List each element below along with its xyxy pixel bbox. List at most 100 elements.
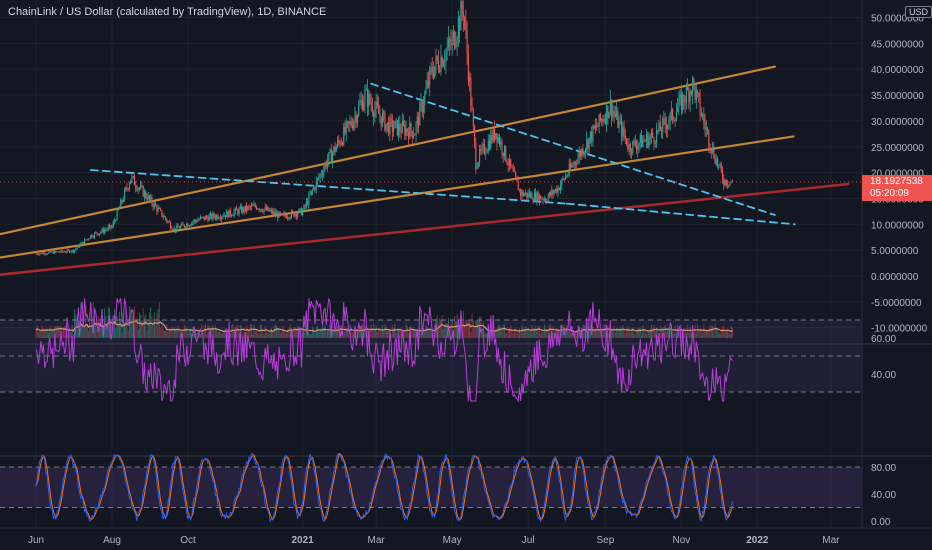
candle-body bbox=[254, 204, 256, 207]
candle-body bbox=[475, 142, 477, 169]
volume-bar bbox=[516, 332, 518, 338]
candle-body bbox=[490, 134, 492, 149]
volume-bar bbox=[669, 326, 671, 338]
volume-bar bbox=[379, 328, 381, 338]
volume-bar bbox=[561, 330, 563, 338]
candle-body bbox=[300, 208, 302, 216]
volume-bar bbox=[527, 328, 529, 338]
time-axis-tick: Mar bbox=[822, 535, 840, 546]
candle-body bbox=[436, 56, 438, 61]
volume-bar bbox=[212, 325, 214, 338]
volume-bar bbox=[508, 328, 511, 338]
volume-bar bbox=[445, 323, 447, 338]
volume-bar bbox=[546, 329, 548, 338]
candle-body bbox=[723, 179, 725, 185]
volume-bar bbox=[197, 330, 199, 338]
candle-body bbox=[657, 129, 659, 132]
volume-bar bbox=[258, 333, 260, 338]
volume-bar bbox=[61, 330, 63, 338]
candle-body bbox=[151, 196, 153, 204]
candle-body bbox=[97, 233, 99, 235]
volume-bar bbox=[576, 330, 578, 338]
volume-bar bbox=[542, 332, 544, 338]
volume-bar bbox=[270, 327, 273, 338]
candle-body bbox=[420, 101, 422, 105]
time-axis-tick: Mar bbox=[368, 535, 386, 546]
candle-body bbox=[383, 112, 385, 115]
candle-body bbox=[579, 151, 582, 157]
candle-body bbox=[411, 131, 413, 138]
volume-bar bbox=[211, 325, 213, 338]
candle-body bbox=[594, 125, 597, 129]
volume-bar bbox=[71, 324, 73, 338]
candle-body bbox=[99, 233, 101, 235]
currency-badge[interactable]: USD bbox=[904, 6, 932, 18]
volume-bar bbox=[649, 328, 651, 338]
candle-body bbox=[665, 124, 668, 130]
candle-body bbox=[201, 216, 203, 218]
volume-bar bbox=[323, 327, 325, 338]
candle-body bbox=[704, 121, 706, 129]
candle-body bbox=[450, 42, 452, 46]
volume-bar bbox=[643, 329, 645, 338]
candle-body bbox=[599, 114, 601, 121]
candle-body bbox=[597, 125, 599, 128]
candle-body bbox=[106, 229, 108, 231]
volume-bar bbox=[548, 325, 550, 338]
volume-bar bbox=[163, 330, 165, 338]
volume-bar bbox=[715, 328, 717, 338]
candle-body bbox=[246, 205, 248, 211]
candle-body bbox=[232, 215, 234, 217]
candle-body bbox=[639, 134, 641, 143]
candle-body bbox=[90, 235, 92, 239]
volume-bar bbox=[289, 324, 291, 338]
volume-bar bbox=[113, 308, 116, 338]
volume-bar bbox=[480, 316, 482, 338]
volume-bar bbox=[213, 329, 215, 338]
volume-bar bbox=[705, 329, 707, 338]
candle-body bbox=[513, 171, 516, 173]
candle-body bbox=[584, 149, 587, 153]
candle-body bbox=[171, 228, 173, 230]
volume-bar bbox=[158, 302, 160, 338]
candle-body bbox=[611, 99, 613, 118]
candle-body bbox=[551, 190, 553, 195]
volume-bar bbox=[166, 324, 168, 338]
candle-body bbox=[253, 204, 255, 206]
candle-body bbox=[199, 216, 202, 220]
candle-body bbox=[467, 54, 469, 82]
candle-body bbox=[280, 213, 283, 215]
volume-bar bbox=[320, 328, 322, 338]
candle-body bbox=[653, 137, 655, 144]
price-axis-tick: 0.0000000 bbox=[871, 272, 919, 283]
candle-body bbox=[214, 216, 217, 219]
volume-bar bbox=[400, 327, 402, 338]
candle-body bbox=[318, 177, 320, 179]
volume-bar bbox=[545, 328, 547, 338]
candle-body bbox=[37, 254, 40, 256]
volume-bar bbox=[719, 333, 721, 338]
candle-body bbox=[626, 138, 628, 145]
volume-bar bbox=[639, 327, 641, 338]
candle-body bbox=[116, 210, 118, 221]
volume-bar bbox=[410, 326, 412, 338]
candle-body bbox=[243, 207, 245, 212]
candle-body bbox=[345, 122, 347, 134]
candle-body bbox=[355, 115, 357, 123]
volume-bar bbox=[562, 326, 564, 338]
volume-bar bbox=[386, 331, 388, 338]
volume-bar bbox=[277, 328, 279, 338]
candle-body bbox=[601, 119, 603, 121]
volume-bar bbox=[439, 318, 441, 338]
volume-bar bbox=[596, 325, 598, 338]
candle-body bbox=[71, 250, 73, 252]
candle-body bbox=[212, 213, 214, 219]
candle-body bbox=[645, 134, 648, 141]
candle-body bbox=[631, 151, 633, 153]
candle-body bbox=[664, 118, 666, 125]
candle-body bbox=[374, 109, 376, 117]
volume-bar bbox=[351, 331, 354, 338]
volume-bar bbox=[343, 332, 345, 338]
volume-bar bbox=[141, 320, 143, 338]
